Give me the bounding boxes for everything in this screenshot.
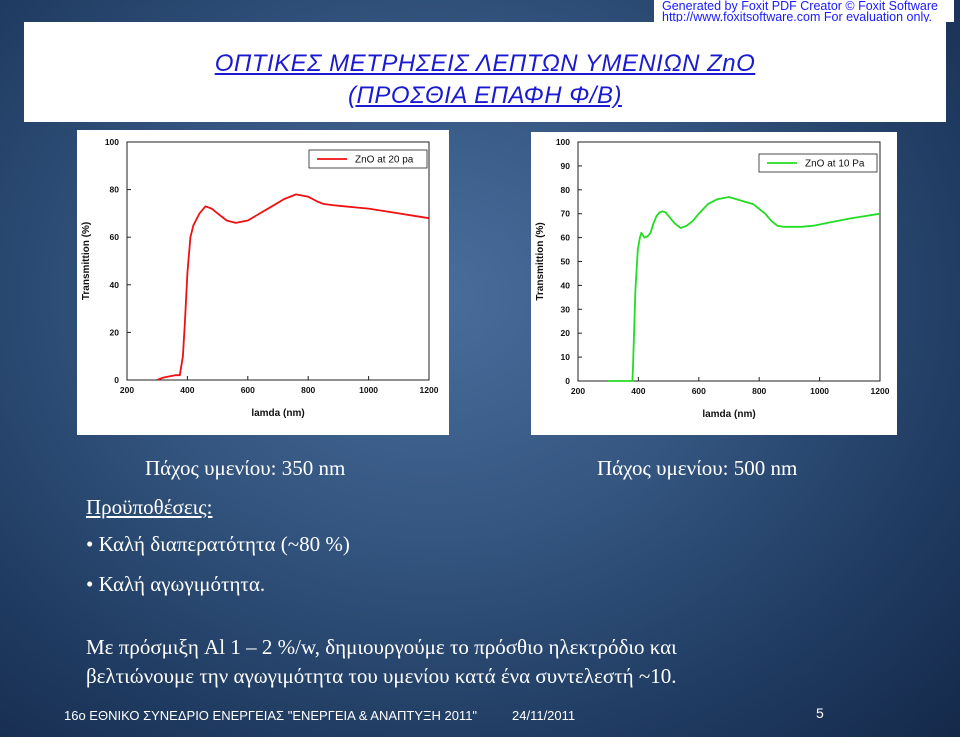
x-tick-label: 800 xyxy=(301,385,315,395)
chart-left-svg: 200 400 600 800 1000 1200 0 20 40 60 80 100 lamda (n… xyxy=(81,137,439,419)
x-tick-label: 400 xyxy=(631,386,645,396)
y-tick-label: 80 xyxy=(561,185,571,195)
x-tick-label: 800 xyxy=(752,386,766,396)
y-axis-label: Transmittion (%) xyxy=(535,222,546,300)
y-tick-label: 90 xyxy=(561,161,571,171)
chart-left: 200 400 600 800 1000 1200 0 20 40 60 80 100 lamda (n… xyxy=(77,130,449,435)
plot-frame xyxy=(577,141,881,382)
y-tick-label: 0 xyxy=(114,375,119,385)
caption-right: Πάχος υμενίου: 500 nm xyxy=(597,456,798,480)
chart-right: 200 400 600 800 1000 1200 0 10 20 30 40 50 60 70 80 90 1… xyxy=(531,132,897,435)
y-tick-label: 40 xyxy=(110,280,120,290)
condition-item-transparency: • Καλή διαπερατότητα (~80 %) xyxy=(86,532,350,556)
y-tick-label: 30 xyxy=(561,304,571,314)
paragraph-line-2: βελτιώνουμε την αγωγιμότητα του υμενίου … xyxy=(86,664,677,688)
legend-label: ZnO at 20 pa xyxy=(355,155,414,166)
x-axis-label: lamda (nm) xyxy=(702,409,755,420)
x-tick-label: 600 xyxy=(692,386,706,396)
footer-date: 24/11/2011 xyxy=(512,708,576,723)
series-line xyxy=(156,193,430,381)
y-tick-label: 10 xyxy=(561,352,571,362)
watermark-link[interactable]: http://www.foxitsoftware.com For evaluat… xyxy=(662,10,933,24)
x-tick-label: 1200 xyxy=(420,385,439,395)
legend-label: ZnO at 10 Pa xyxy=(805,159,865,170)
chart-right-svg: 200 400 600 800 1000 1200 0 10 20 30 40 50 60 70 80 90 1… xyxy=(535,137,890,420)
x-tick-label: 1200 xyxy=(871,386,890,396)
y-tick-label: 0 xyxy=(565,376,570,386)
y-tick-label: 20 xyxy=(110,327,120,337)
x-tick-label: 200 xyxy=(571,386,585,396)
x-tick-label: 400 xyxy=(180,385,194,395)
y-tick-label: 100 xyxy=(105,137,119,147)
series-line xyxy=(608,196,881,382)
x-axis-label: lamda (nm) xyxy=(251,408,304,419)
y-axis-label: Transmittion (%) xyxy=(81,222,92,300)
x-tick-label: 1000 xyxy=(359,385,378,395)
slide-title: ΟΠΤΙΚΕΣ ΜΕΤΡΗΣΕΙΣ ΛΕΠΤΩΝ ΥΜΕΝΙΩΝ ZnO xyxy=(214,50,756,77)
y-tick-label: 80 xyxy=(110,185,120,195)
y-tick-label: 50 xyxy=(561,257,571,267)
legend-box xyxy=(758,153,878,173)
y-tick-label: 20 xyxy=(561,328,571,338)
condition-item-conductivity: • Καλή αγωγιμότητα. xyxy=(86,572,266,596)
x-tick-label: 1000 xyxy=(810,386,829,396)
footer-conference: 16ο ΕΘΝΙΚΟ ΣΥΝΕΔΡΙΟ ΕΝΕΡΓΕΙΑΣ "ΕΝΕΡΓΕΙΑ … xyxy=(64,708,478,723)
slide-subtitle: (ΠΡΟΣΘΙΑ ΕΠΑΦΗ Φ/Β) xyxy=(348,82,622,109)
caption-left: Πάχος υμενίου: 350 nm xyxy=(145,456,346,480)
y-tick-label: 40 xyxy=(561,280,571,290)
title-box: ΟΠΤΙΚΕΣ ΜΕΤΡΗΣΕΙΣ ΛΕΠΤΩΝ ΥΜΕΝΙΩΝ ZnO (ΠΡ… xyxy=(24,22,946,122)
y-tick-label: 60 xyxy=(561,233,571,243)
legend-box xyxy=(308,149,428,169)
page-number: 5 xyxy=(816,705,824,721)
y-tick-label: 60 xyxy=(110,232,120,242)
x-tick-label: 600 xyxy=(241,385,255,395)
plot-frame xyxy=(126,141,430,381)
paragraph-line-1: Με πρόσμιξη Al 1 – 2 %/w, δημιουργούμε τ… xyxy=(86,635,677,659)
x-tick-label: 200 xyxy=(120,385,134,395)
watermark-line-1: Generated by Foxit PDF Creator © Foxit S… xyxy=(662,0,938,13)
watermark-banner: Generated by Foxit PDF Creator © Foxit S… xyxy=(654,0,954,24)
y-tick-label: 70 xyxy=(561,209,571,219)
conditions-heading: Προϋποθέσεις: xyxy=(86,495,213,519)
y-tick-label: 100 xyxy=(556,137,570,147)
